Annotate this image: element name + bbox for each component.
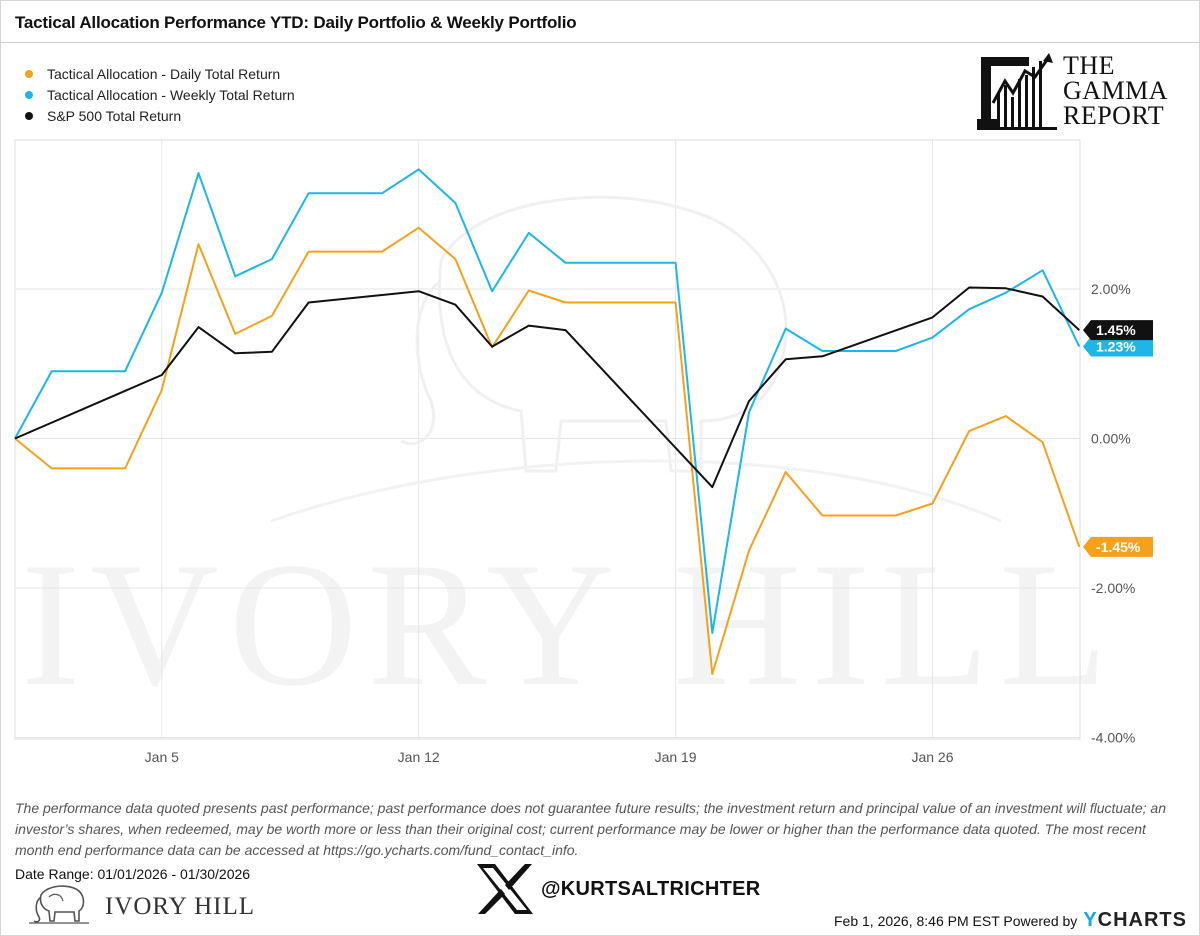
gamma-report-wordmark: THE GAMMA REPORT bbox=[1063, 51, 1169, 130]
axis-layer: 2.00% 0.00% -2.00% -4.00% Jan 5 Jan 12 Jan 19 J… bbox=[145, 281, 1136, 765]
watermark-text: IVORY HILL bbox=[21, 525, 1118, 723]
end-label-text: -1.45% bbox=[1096, 539, 1141, 555]
end-label-text: 1.23% bbox=[1096, 339, 1136, 355]
legend-label-sp500: S&P 500 Total Return bbox=[47, 107, 182, 124]
legend-item-weekly[interactable]: Tactical Allocation - Weekly Total Retur… bbox=[25, 84, 295, 105]
ycharts-logo[interactable]: YCHARTS bbox=[1083, 909, 1187, 932]
y-tick-label: 0.00% bbox=[1091, 431, 1131, 447]
powered-by-footer: Feb 1, 2026, 8:46 PM EST Powered by YCHA… bbox=[834, 909, 1187, 932]
y-tick-label: 2.00% bbox=[1091, 281, 1131, 297]
legend-dot-weekly bbox=[25, 90, 33, 99]
grid-layer bbox=[14, 139, 1081, 740]
gamma-report-logo: THE GAMMA REPORT bbox=[977, 53, 1177, 133]
ycharts-y: Y bbox=[1083, 909, 1098, 931]
plot-frame bbox=[14, 139, 1081, 740]
legend-label-weekly: Tactical Allocation - Weekly Total Retur… bbox=[47, 86, 295, 103]
gamma-line-2: GAMMA bbox=[1063, 76, 1169, 105]
gamma-chart-icon bbox=[977, 53, 1057, 130]
series-line-daily[interactable] bbox=[14, 226, 1081, 675]
series-line-weekly[interactable] bbox=[14, 168, 1081, 634]
y-tick-label: -2.00% bbox=[1091, 580, 1135, 596]
end-label-weekly: 1.23% bbox=[1083, 336, 1153, 357]
chart-legend: Tactical Allocation - Daily Total Return… bbox=[25, 63, 295, 126]
line-chart: 2.00% 0.00% -2.00% -4.00% Jan 5 Jan 12 Jan 19 J… bbox=[14, 139, 1153, 765]
legend-dot-daily bbox=[25, 69, 33, 78]
legend-item-daily[interactable]: Tactical Allocation - Daily Total Return bbox=[25, 63, 295, 84]
series-line-sp500[interactable] bbox=[14, 286, 1080, 489]
x-tick-label: Jan 5 bbox=[145, 749, 179, 765]
ivory-hill-logo: IVORY HILL bbox=[29, 881, 259, 927]
elephant-icon bbox=[29, 885, 89, 924]
legend-dot-sp500 bbox=[25, 111, 33, 120]
end-label-layer: -1.45% 1.23%1.45% bbox=[1083, 320, 1153, 557]
x-social-handle[interactable]: @KURTSALTRICHTER bbox=[475, 861, 760, 917]
end-label-sp500: 1.45% bbox=[1083, 320, 1153, 341]
end-label-text: 1.45% bbox=[1096, 322, 1136, 338]
elephant-watermark-icon bbox=[270, 195, 1002, 523]
x-logo-icon bbox=[477, 864, 533, 914]
end-label-daily: -1.45% bbox=[1083, 536, 1153, 557]
chart-title: Tactical Allocation Performance YTD: Dai… bbox=[15, 13, 577, 32]
date-range: Date Range: 01/01/2026 - 01/30/2026 bbox=[15, 866, 251, 882]
ivory-hill-wordmark: IVORY HILL bbox=[105, 893, 256, 920]
gamma-line-3: REPORT bbox=[1063, 101, 1165, 130]
ycharts-word: CHARTS bbox=[1097, 909, 1187, 931]
title-divider bbox=[1, 42, 1199, 43]
performance-disclaimer: The performance data quoted presents pas… bbox=[15, 800, 1166, 858]
legend-item-sp500[interactable]: S&P 500 Total Return bbox=[25, 105, 295, 126]
x-tick-label: Jan 19 bbox=[655, 749, 697, 765]
y-tick-label: -4.00% bbox=[1091, 730, 1135, 746]
series-layer bbox=[14, 168, 1081, 675]
timestamp-powered-by: Feb 1, 2026, 8:46 PM EST Powered by bbox=[833, 912, 1078, 929]
gamma-line-1: THE bbox=[1063, 51, 1116, 80]
x-tick-label: Jan 26 bbox=[911, 749, 953, 765]
legend-label-daily: Tactical Allocation - Daily Total Return bbox=[47, 65, 281, 82]
x-tick-label: Jan 12 bbox=[398, 749, 440, 765]
x-handle-text: @KURTSALTRICHTER bbox=[541, 877, 761, 900]
